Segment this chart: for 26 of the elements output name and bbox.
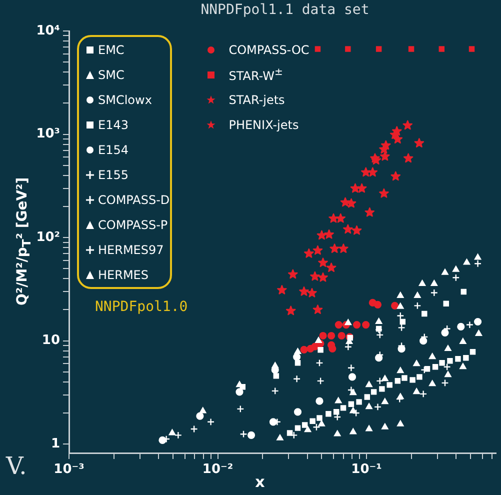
y-tick-label: 10² — [36, 230, 60, 245]
legend-label: E155 — [98, 168, 128, 182]
legend-label: E143 — [98, 118, 128, 132]
legend-label: COMPASS-D — [98, 192, 170, 206]
x-tick-label: 10⁻¹ — [351, 462, 382, 478]
chart-title: NNPDFpol1.1 data set — [200, 2, 370, 18]
legend-label: SMClowx — [98, 92, 152, 106]
y-tick-label: 10⁴ — [36, 23, 60, 38]
x-axis-title: x — [254, 473, 266, 491]
y-tick-label: 10 — [42, 333, 60, 348]
legend-label: COMPASS-P — [98, 218, 168, 232]
x-tick-label: 10⁻² — [202, 462, 234, 478]
y-tick-label: 1 — [50, 436, 60, 452]
legend-label: COMPASS-OC — [228, 42, 310, 56]
legend-label: STAR-jets — [228, 92, 285, 106]
legend-label: EMC — [98, 42, 124, 56]
x-tick-label: 10⁻³ — [54, 462, 84, 478]
legend-title: NNPDFpol1.0 — [95, 299, 188, 315]
legend-label: HERMES — [98, 268, 148, 282]
legend-label: STAR-W$^{±}$ — [228, 66, 283, 82]
text: V. — [6, 452, 27, 480]
y-tick-label: 10³ — [36, 126, 60, 142]
legend-label: E154 — [98, 142, 128, 156]
legend-label: PHENIX-jets — [228, 118, 299, 132]
legend-label: SMC — [98, 68, 124, 82]
legend-label: HERMES97 — [98, 242, 164, 256]
